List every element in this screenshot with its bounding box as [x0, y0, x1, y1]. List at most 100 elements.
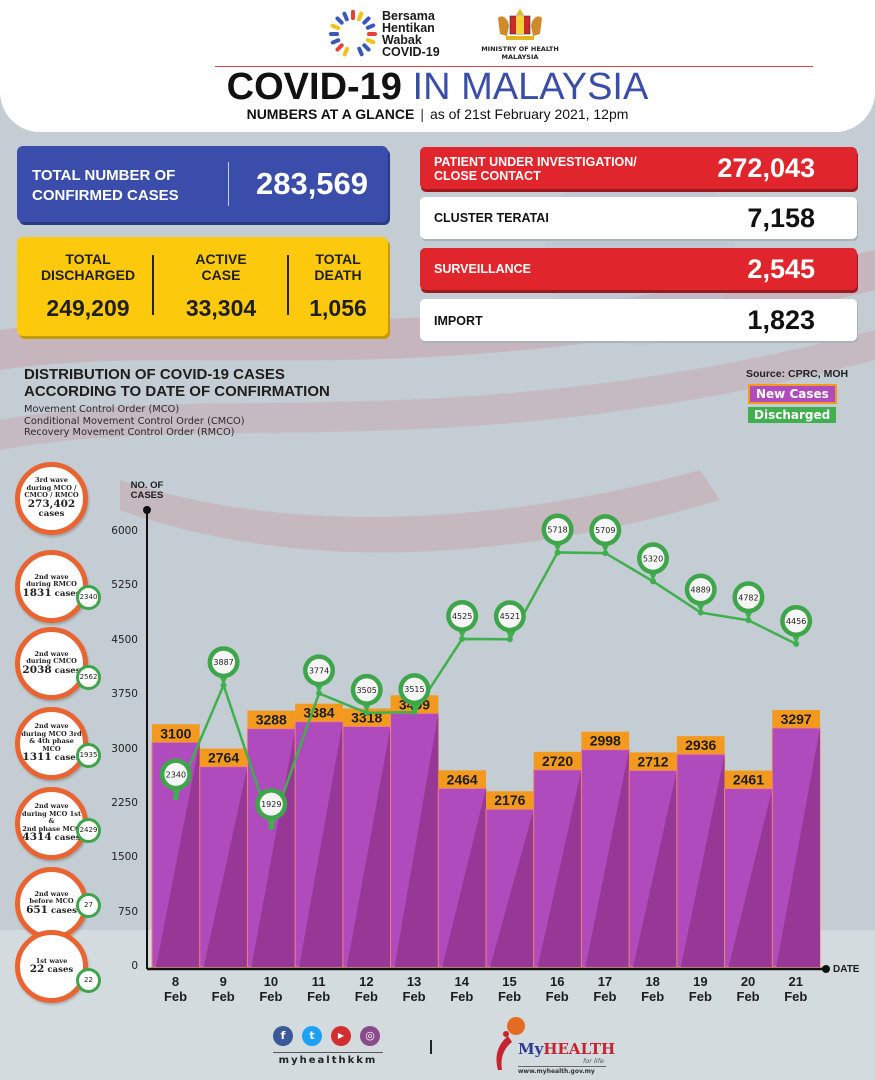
wave-count-unit: cases [54, 753, 81, 764]
footer-separator [430, 1040, 432, 1054]
header-divider [215, 66, 813, 67]
campaign-logo-line: COVID-19 [382, 45, 440, 59]
wave-count: 2038 cases [22, 664, 80, 677]
twitter-icon[interactable]: t [302, 1026, 322, 1046]
facebook-icon[interactable]: f [273, 1026, 293, 1046]
bar-label-bg [438, 770, 486, 789]
x-tick-day: 9 [219, 974, 227, 989]
discharged-stat: TOTAL DISCHARGED 249,209 [23, 251, 153, 323]
distribution-title: DISTRIBUTION OF COVID-19 CASES ACCORDING… [24, 366, 330, 400]
bar-shade [394, 713, 439, 967]
discharged-value-label: 2340 [166, 770, 186, 779]
wave-label: during MCO / [26, 483, 77, 492]
instagram-icon[interactable]: ◎ [360, 1026, 380, 1046]
x-axis-title: DATE [833, 964, 860, 975]
brand-health: HEALTH [543, 1040, 616, 1058]
source-label: Source: CPRC, MOH [746, 368, 849, 380]
wave-count: 1831 cases [22, 586, 80, 600]
x-tick-day: 14 [454, 974, 470, 989]
wave-count-number: 1831 [22, 586, 52, 599]
wave-circle: 2nd wave during MCO 3rd & 4th phase MCO 131… [15, 707, 88, 780]
y-axis-end-dot [143, 506, 151, 514]
marker-face [259, 792, 283, 816]
wave-circle: 3rd wave during MCO / CMCO / RMCO 273,402 ca… [15, 462, 88, 535]
x-tick-month: Feb [402, 989, 426, 1004]
active-stat: ACTIVE CASE 33,304 [157, 251, 285, 323]
bar-shade [776, 727, 820, 967]
bar-value-label: 2464 [447, 771, 478, 787]
x-tick-month: Feb [593, 989, 617, 1004]
bar-label-bg [199, 748, 248, 767]
y-tick-label: 0 [131, 960, 138, 972]
stat-divider [152, 255, 154, 315]
marker-face [212, 650, 236, 674]
subtitle-separator: | [420, 106, 424, 122]
x-tick-day: 19 [693, 974, 708, 989]
bar-label-bg [247, 710, 296, 729]
wave-count: 1311 cases [22, 751, 81, 764]
title-line: ACCORDING TO DATE OF CONFIRMATION [24, 383, 330, 400]
x-tick-day: 13 [406, 974, 422, 989]
bar-shade [203, 766, 248, 967]
wave-count-unit: cases [50, 905, 77, 916]
total-confirmed-value: 283,569 [255, 166, 369, 201]
bar-value-label: 2176 [494, 792, 525, 808]
bar-label-bg [581, 731, 630, 750]
bar-label-bg [724, 770, 773, 789]
x-tick-label: 16 Feb [534, 974, 581, 1004]
marker-face [546, 517, 570, 541]
category-label: IMPORT [434, 314, 483, 328]
x-tick-day: 12 [359, 974, 374, 989]
x-tick-month: Feb [211, 989, 235, 1004]
x-tick-label: 18 Feb [629, 974, 676, 1004]
stat-divider [287, 255, 289, 315]
wave-count-number: 651 [26, 903, 48, 916]
death-value: 1,056 [309, 295, 367, 321]
x-tick-day: 21 [788, 974, 804, 989]
wave-circle: 2nd wave during RMCO 1831 cases [15, 550, 88, 623]
wave-discharged-badge: 2429 [76, 818, 101, 843]
x-tick-label: 8 Feb [152, 974, 199, 1004]
distribution-notes: Movement Control Order (MCO) Conditional… [24, 404, 245, 439]
category-cluster-teratai: CLUSTER TERATAI 7,158 [420, 197, 857, 239]
marker-face [450, 604, 474, 628]
label-line: TOTAL NUMBER OF [32, 167, 176, 184]
wave-label: before MCO [29, 897, 74, 906]
x-tick-label: 9 Feb [200, 974, 247, 1004]
x-tick-month: Feb [450, 989, 474, 1004]
bar-label-bg [486, 791, 534, 810]
bar-label-bg [772, 709, 820, 728]
y-tick-label: 4500 [111, 633, 138, 646]
subtitle-bold: NUMBERS AT A GLANCE [246, 106, 415, 122]
wave-count-unit: cases [54, 833, 81, 844]
x-tick-month: Feb [545, 989, 569, 1004]
bar-value-label: 2712 [637, 753, 668, 769]
youtube-icon[interactable]: ▶ [331, 1026, 351, 1046]
wave-discharged-badge: 1935 [76, 743, 101, 768]
x-tick-month: Feb [688, 989, 712, 1004]
campaign-logo-line: Wabak [382, 33, 422, 47]
wave-label: 2nd wave [34, 722, 69, 731]
x-tick-label: 17 Feb [581, 974, 628, 1004]
x-tick-day: 8 [171, 974, 180, 989]
wave-discharged-badge: 2562 [76, 665, 101, 690]
bar-shade [490, 809, 534, 967]
stat-label: CASE [201, 267, 241, 283]
x-tick-month: Feb [354, 989, 378, 1004]
x-tick-month: Feb [641, 989, 665, 1004]
wave-label: during CMCO [26, 657, 77, 666]
x-tick-month: Feb [259, 989, 283, 1004]
x-tick-month: Feb [784, 989, 808, 1004]
outcome-stats-card: TOTAL DISCHARGED 249,209 ACTIVE CASE 33,… [17, 237, 388, 336]
category-label: PATIENT UNDER INVESTIGATION/ CLOSE CONTA… [434, 155, 637, 183]
category-value: 7,158 [747, 203, 815, 233]
wave-count-number: 273,402 [27, 497, 76, 510]
x-tick-label: 15 Feb [486, 974, 533, 1004]
discharged-value-label: 3505 [357, 686, 377, 695]
discharged-value-label: 4456 [786, 617, 806, 626]
card-divider [228, 162, 229, 206]
ministry-label: MINISTRY OF HEALTH MALAYSIA [470, 45, 570, 61]
wave-count-number: 1311 [22, 751, 52, 764]
x-tick-day: 15 [502, 974, 517, 989]
